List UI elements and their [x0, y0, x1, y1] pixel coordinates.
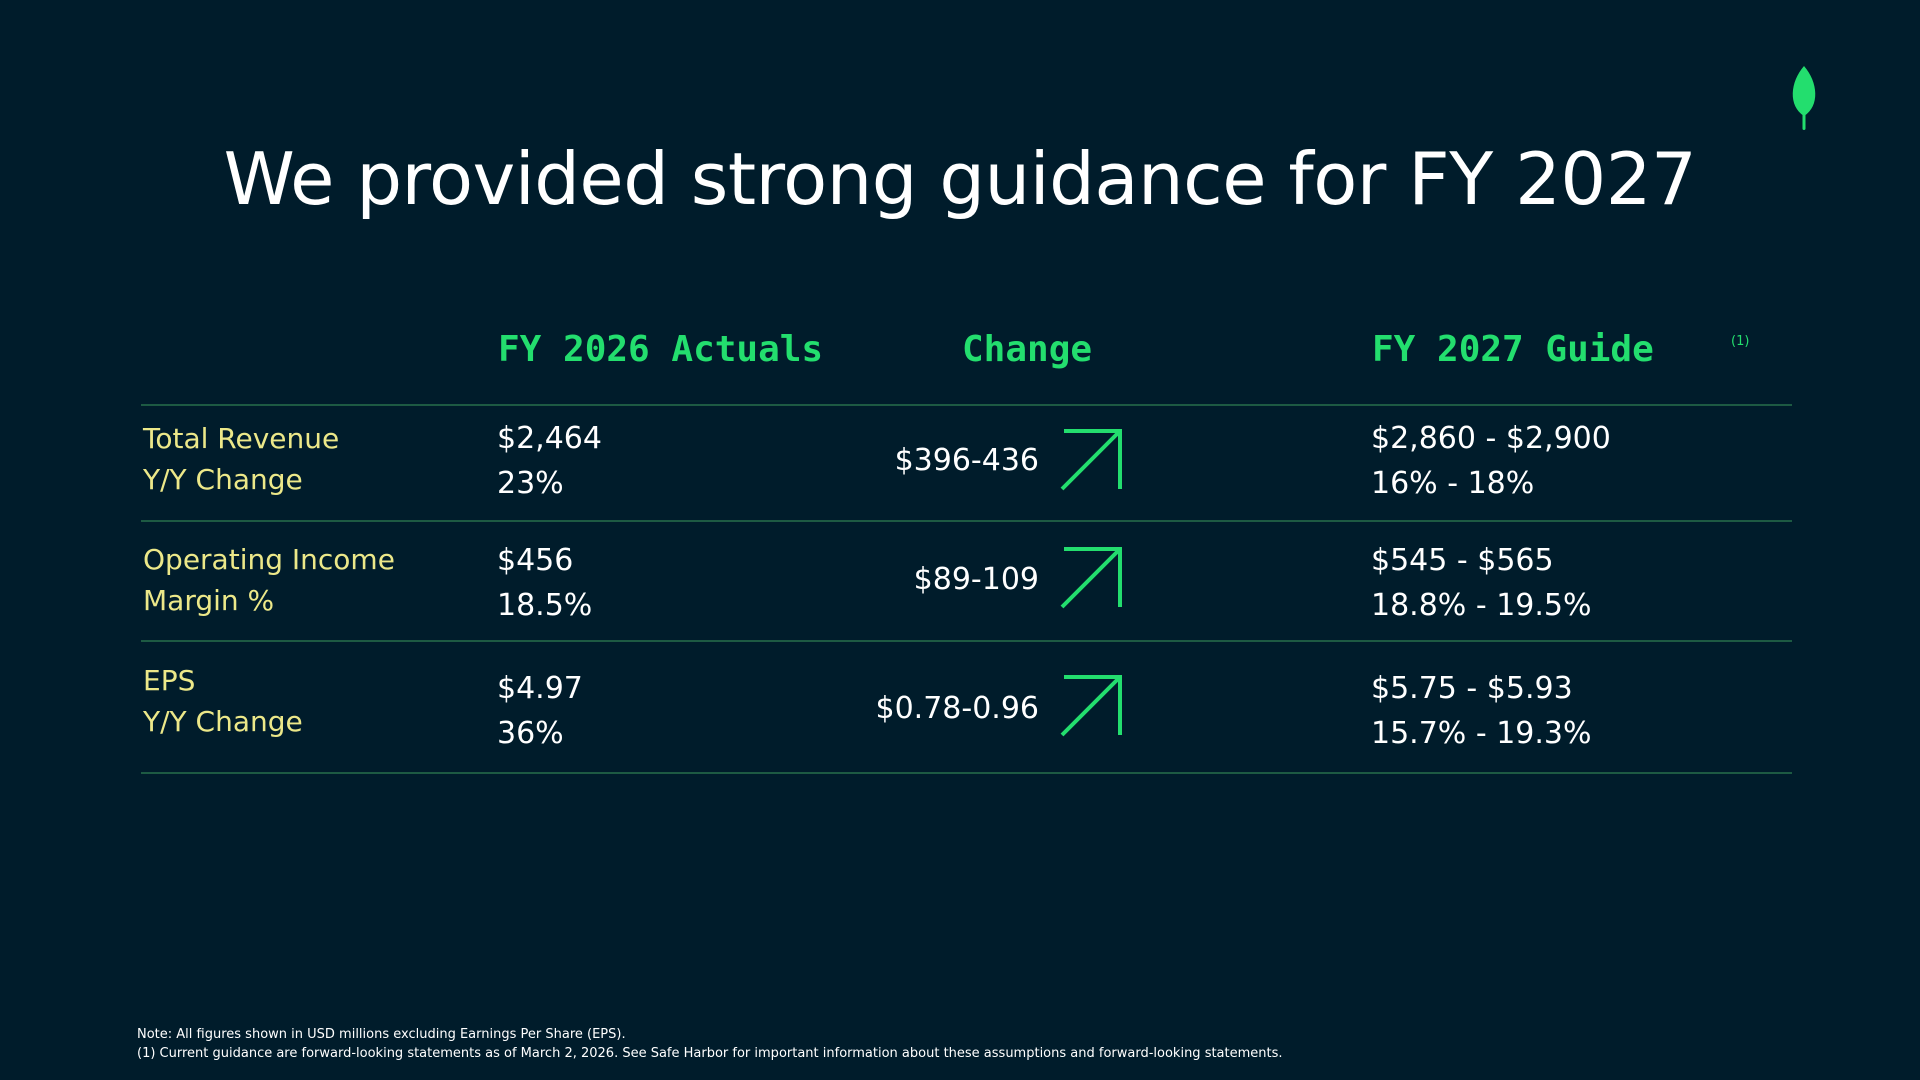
guide-subvalue: 16% - 18%: [1371, 466, 1535, 501]
arrow-up-right-icon: [1060, 675, 1122, 737]
guide-footnote-ref: (1): [1731, 334, 1750, 349]
arrow-up-right-icon: [1060, 429, 1122, 491]
row-sublabel: Y/Y Change: [143, 705, 303, 738]
actual-subvalue: 23%: [497, 466, 564, 501]
table-divider: [141, 640, 1792, 642]
actual-subvalue: 18.5%: [497, 588, 593, 623]
actual-value: $4.97: [497, 671, 583, 706]
row-sublabel: Margin %: [143, 584, 275, 617]
table-divider: [141, 520, 1792, 522]
column-header-change: Change: [962, 329, 1093, 370]
footnote-note: Note: All figures shown in USD millions …: [137, 1027, 626, 1042]
change-value: $396-436: [894, 443, 1039, 478]
change-value: $0.78-0.96: [875, 691, 1039, 726]
guide-value: $545 - $565: [1371, 543, 1554, 578]
actual-value: $2,464: [497, 421, 602, 456]
guide-value: $5.75 - $5.93: [1371, 671, 1573, 706]
column-header-guide: FY 2027 Guide: [1372, 329, 1654, 370]
row-label: Operating Income: [143, 543, 395, 576]
footnotes: Note: All figures shown in USD millions …: [137, 1025, 1283, 1063]
footnote-1: (1) Current guidance are forward-looking…: [137, 1046, 1283, 1061]
guide-subvalue: 15.7% - 19.3%: [1371, 716, 1592, 751]
guide-subvalue: 18.8% - 19.5%: [1371, 588, 1592, 623]
table-divider: [141, 404, 1792, 406]
page-title: We provided strong guidance for FY 2027: [223, 137, 1697, 221]
column-header-actuals: FY 2026 Actuals: [498, 329, 824, 370]
row-label: Total Revenue: [143, 422, 340, 455]
table-divider: [141, 772, 1792, 774]
guide-value: $2,860 - $2,900: [1371, 421, 1611, 456]
row-label: EPS: [143, 664, 196, 697]
change-value: $89-109: [913, 562, 1039, 597]
actual-value: $456: [497, 543, 574, 578]
arrow-up-right-icon: [1060, 547, 1122, 609]
row-sublabel: Y/Y Change: [143, 463, 303, 496]
actual-subvalue: 36%: [497, 716, 564, 751]
leaf-icon: [1792, 66, 1816, 130]
